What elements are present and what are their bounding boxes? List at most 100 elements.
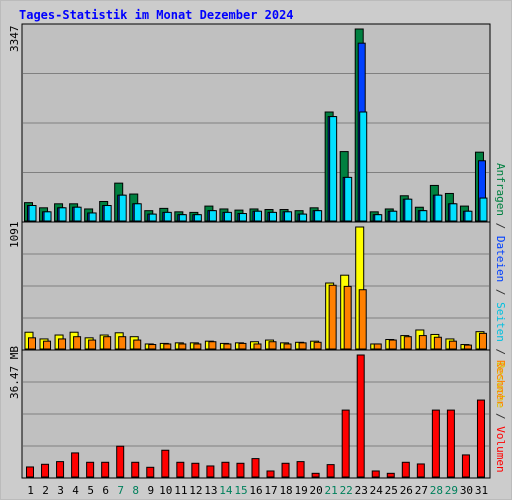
seiten-bar (449, 203, 458, 222)
day-label: 21 (325, 484, 338, 497)
volumen-bar (176, 461, 185, 478)
seiten-bar (178, 214, 187, 222)
volumen-bar (416, 463, 425, 478)
day-label: 17 (264, 484, 277, 497)
seiten-bar (73, 206, 82, 222)
seiten-bar (193, 214, 202, 222)
day-label: 23 (355, 484, 368, 497)
volumen-bar (266, 470, 275, 478)
rechner-bar (238, 342, 247, 350)
seiten-bar (253, 210, 262, 222)
rechner-bar (88, 339, 97, 350)
rechner-bar (103, 336, 112, 350)
volumen-bar (251, 458, 260, 478)
volumen-bar (446, 409, 455, 478)
day-label: 25 (385, 484, 398, 497)
day-label: 30 (460, 484, 473, 497)
day-label: 24 (370, 484, 384, 497)
day-label: 15 (234, 484, 247, 497)
rechner-bar (268, 341, 277, 350)
rechner-bar (58, 338, 67, 350)
day-label: 27 (415, 484, 428, 497)
day-label: 13 (204, 484, 217, 497)
seiten-bar (148, 213, 157, 222)
volumen-bar (191, 462, 200, 478)
seiten-bar (419, 210, 428, 222)
volumen-bar (461, 454, 470, 478)
day-label: 26 (400, 484, 413, 497)
day-label: 8 (132, 484, 139, 497)
day-label: 22 (340, 484, 353, 497)
seiten-bar (284, 211, 293, 222)
seiten-bar (58, 207, 67, 222)
volumen-bar (101, 461, 110, 478)
volumen-bar (296, 461, 305, 478)
rechner-bar (283, 343, 292, 350)
volumen-bar (131, 461, 140, 478)
seiten-bar (389, 210, 398, 222)
volumen-bar (311, 472, 320, 478)
volumen-bar (341, 409, 350, 478)
seiten-bar (163, 211, 172, 222)
seiten-bar (344, 176, 353, 222)
rechner-bar (373, 343, 382, 350)
seiten-bar (359, 111, 368, 222)
seiten-bar (404, 198, 413, 222)
rechner-bar (448, 340, 457, 350)
seiten-bar (88, 212, 97, 222)
volumen-bar (386, 472, 395, 478)
chart-title: Tages-Statistik im Monat Dezember 2024 (19, 8, 294, 22)
day-label: 31 (475, 484, 488, 497)
rechner-bar (343, 285, 352, 350)
rechner-bar (73, 336, 82, 350)
volumen-bar (356, 354, 365, 478)
rechner-bar (28, 337, 36, 350)
day-label: 20 (310, 484, 323, 497)
volumen-bar (161, 449, 170, 478)
rechner-bar (328, 284, 337, 350)
seiten-bar (223, 211, 232, 222)
rechner-bar (208, 341, 217, 350)
volumen-bar (371, 470, 380, 478)
day-label: 1 (27, 484, 34, 497)
volumen-bar (116, 445, 125, 478)
rechner-bar (193, 343, 202, 350)
volumen-bar (56, 461, 65, 478)
day-label: 16 (249, 484, 262, 497)
seiten-bar (28, 205, 37, 222)
day-label: 10 (159, 484, 172, 497)
rechner-bar (163, 343, 172, 350)
day-label: 7 (117, 484, 124, 497)
seiten-bar (118, 194, 127, 222)
day-label: 2 (42, 484, 49, 497)
volumen-bar (26, 466, 34, 478)
day-label: 18 (279, 484, 292, 497)
seiten-bar (103, 205, 112, 222)
seiten-bar (133, 203, 142, 222)
rechner-bar (298, 342, 307, 350)
volumen-bar (326, 464, 335, 478)
day-label: 28 (430, 484, 443, 497)
rechner-bar (253, 343, 262, 350)
rechner-bar (388, 339, 397, 350)
seiten-bar (238, 213, 247, 222)
rechner-bar (178, 343, 187, 350)
volumen-bar (281, 462, 290, 478)
rechner-bar (133, 339, 142, 350)
rechner-bar (463, 344, 472, 350)
seiten-bar (43, 211, 52, 222)
volumen-bar (41, 463, 50, 478)
rechner-bar (148, 344, 157, 350)
day-label: 19 (294, 484, 307, 497)
seiten-bar (329, 116, 338, 222)
volumen-bar (401, 461, 410, 478)
volumen-bar (221, 461, 230, 478)
day-label: 3 (57, 484, 64, 497)
day-label: 14 (219, 484, 233, 497)
volumen-bar (71, 452, 80, 478)
volumen-bar (476, 399, 485, 478)
volumen-bar (431, 409, 440, 478)
rechner-bar (358, 289, 367, 350)
day-label: 11 (174, 484, 187, 497)
rechner-bar (433, 336, 442, 350)
